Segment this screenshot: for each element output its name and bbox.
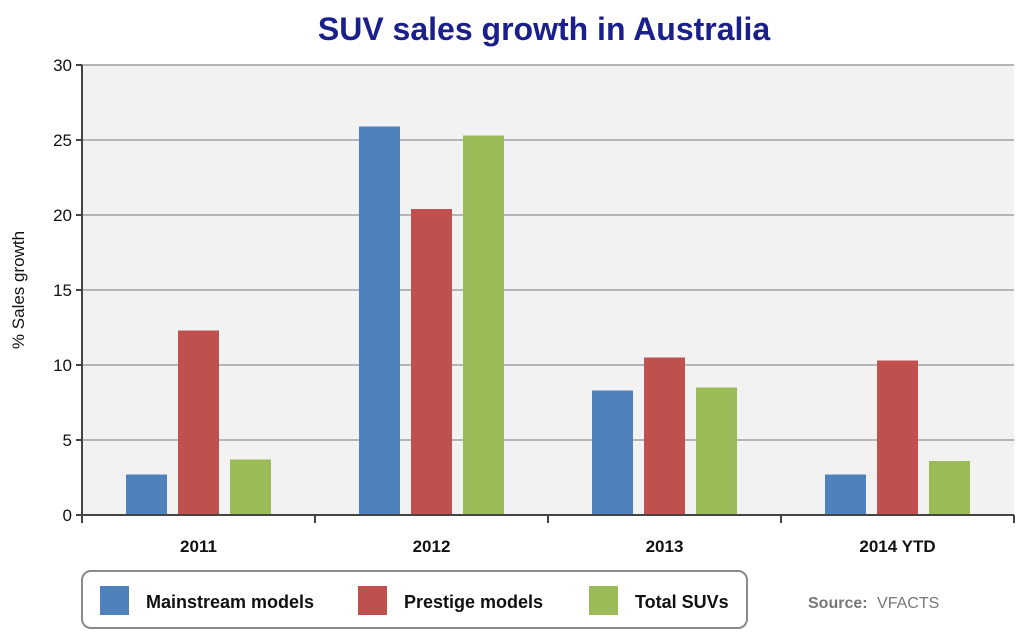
gridlines — [82, 64, 1014, 441]
y-axis-label: % Sales growth — [9, 231, 28, 349]
x-tick-label: 2011 — [180, 537, 217, 556]
legend-label: Prestige models — [404, 592, 543, 612]
bar — [877, 360, 918, 515]
bar — [929, 461, 970, 515]
x-tick-label: 2014 YTD — [859, 537, 935, 556]
y-tick-label: 0 — [63, 506, 72, 525]
legend-label: Mainstream models — [146, 592, 314, 612]
y-tick-label: 5 — [63, 431, 72, 450]
source-note: Source: VFACTS — [808, 595, 939, 612]
bar — [178, 330, 219, 515]
legend: Mainstream models Prestige models Total SU… — [100, 586, 729, 615]
axes — [76, 64, 1015, 523]
y-tick-labels: 0 5 10 15 20 25 30 — [53, 56, 72, 525]
bar — [825, 474, 866, 515]
x-tick-label: 2013 — [646, 537, 684, 556]
y-tick-label: 30 — [53, 56, 72, 75]
bar — [359, 126, 400, 515]
x-tick-label: 2012 — [413, 537, 451, 556]
bar — [126, 474, 167, 515]
x-tick-labels: 2011 2012 2013 2014 YTD — [180, 537, 936, 556]
y-tick-label: 15 — [53, 281, 72, 300]
y-tick-label: 10 — [53, 356, 72, 375]
legend-swatch — [100, 586, 129, 615]
legend-swatch — [589, 586, 618, 615]
bar — [463, 135, 504, 515]
bar — [696, 387, 737, 515]
y-tick-label: 20 — [53, 206, 72, 225]
bar — [644, 357, 685, 515]
source-value: VFACTS — [877, 595, 939, 612]
legend-box — [81, 570, 748, 629]
bar — [592, 390, 633, 515]
bars — [126, 126, 970, 515]
source-label: Source: — [808, 595, 868, 612]
chart-title: SUV sales growth in Australia — [318, 11, 770, 47]
y-tick-label: 25 — [53, 131, 72, 150]
legend-swatch — [358, 586, 387, 615]
bar — [230, 459, 271, 515]
legend-label: Total SUVs — [635, 592, 729, 612]
bar — [411, 209, 452, 515]
